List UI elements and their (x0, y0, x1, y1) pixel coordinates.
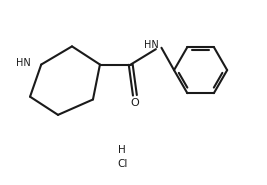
Text: O: O (131, 98, 139, 108)
Text: HN: HN (144, 40, 159, 50)
Text: Cl: Cl (117, 159, 128, 169)
Text: HN: HN (16, 58, 31, 68)
Text: H: H (119, 145, 126, 155)
